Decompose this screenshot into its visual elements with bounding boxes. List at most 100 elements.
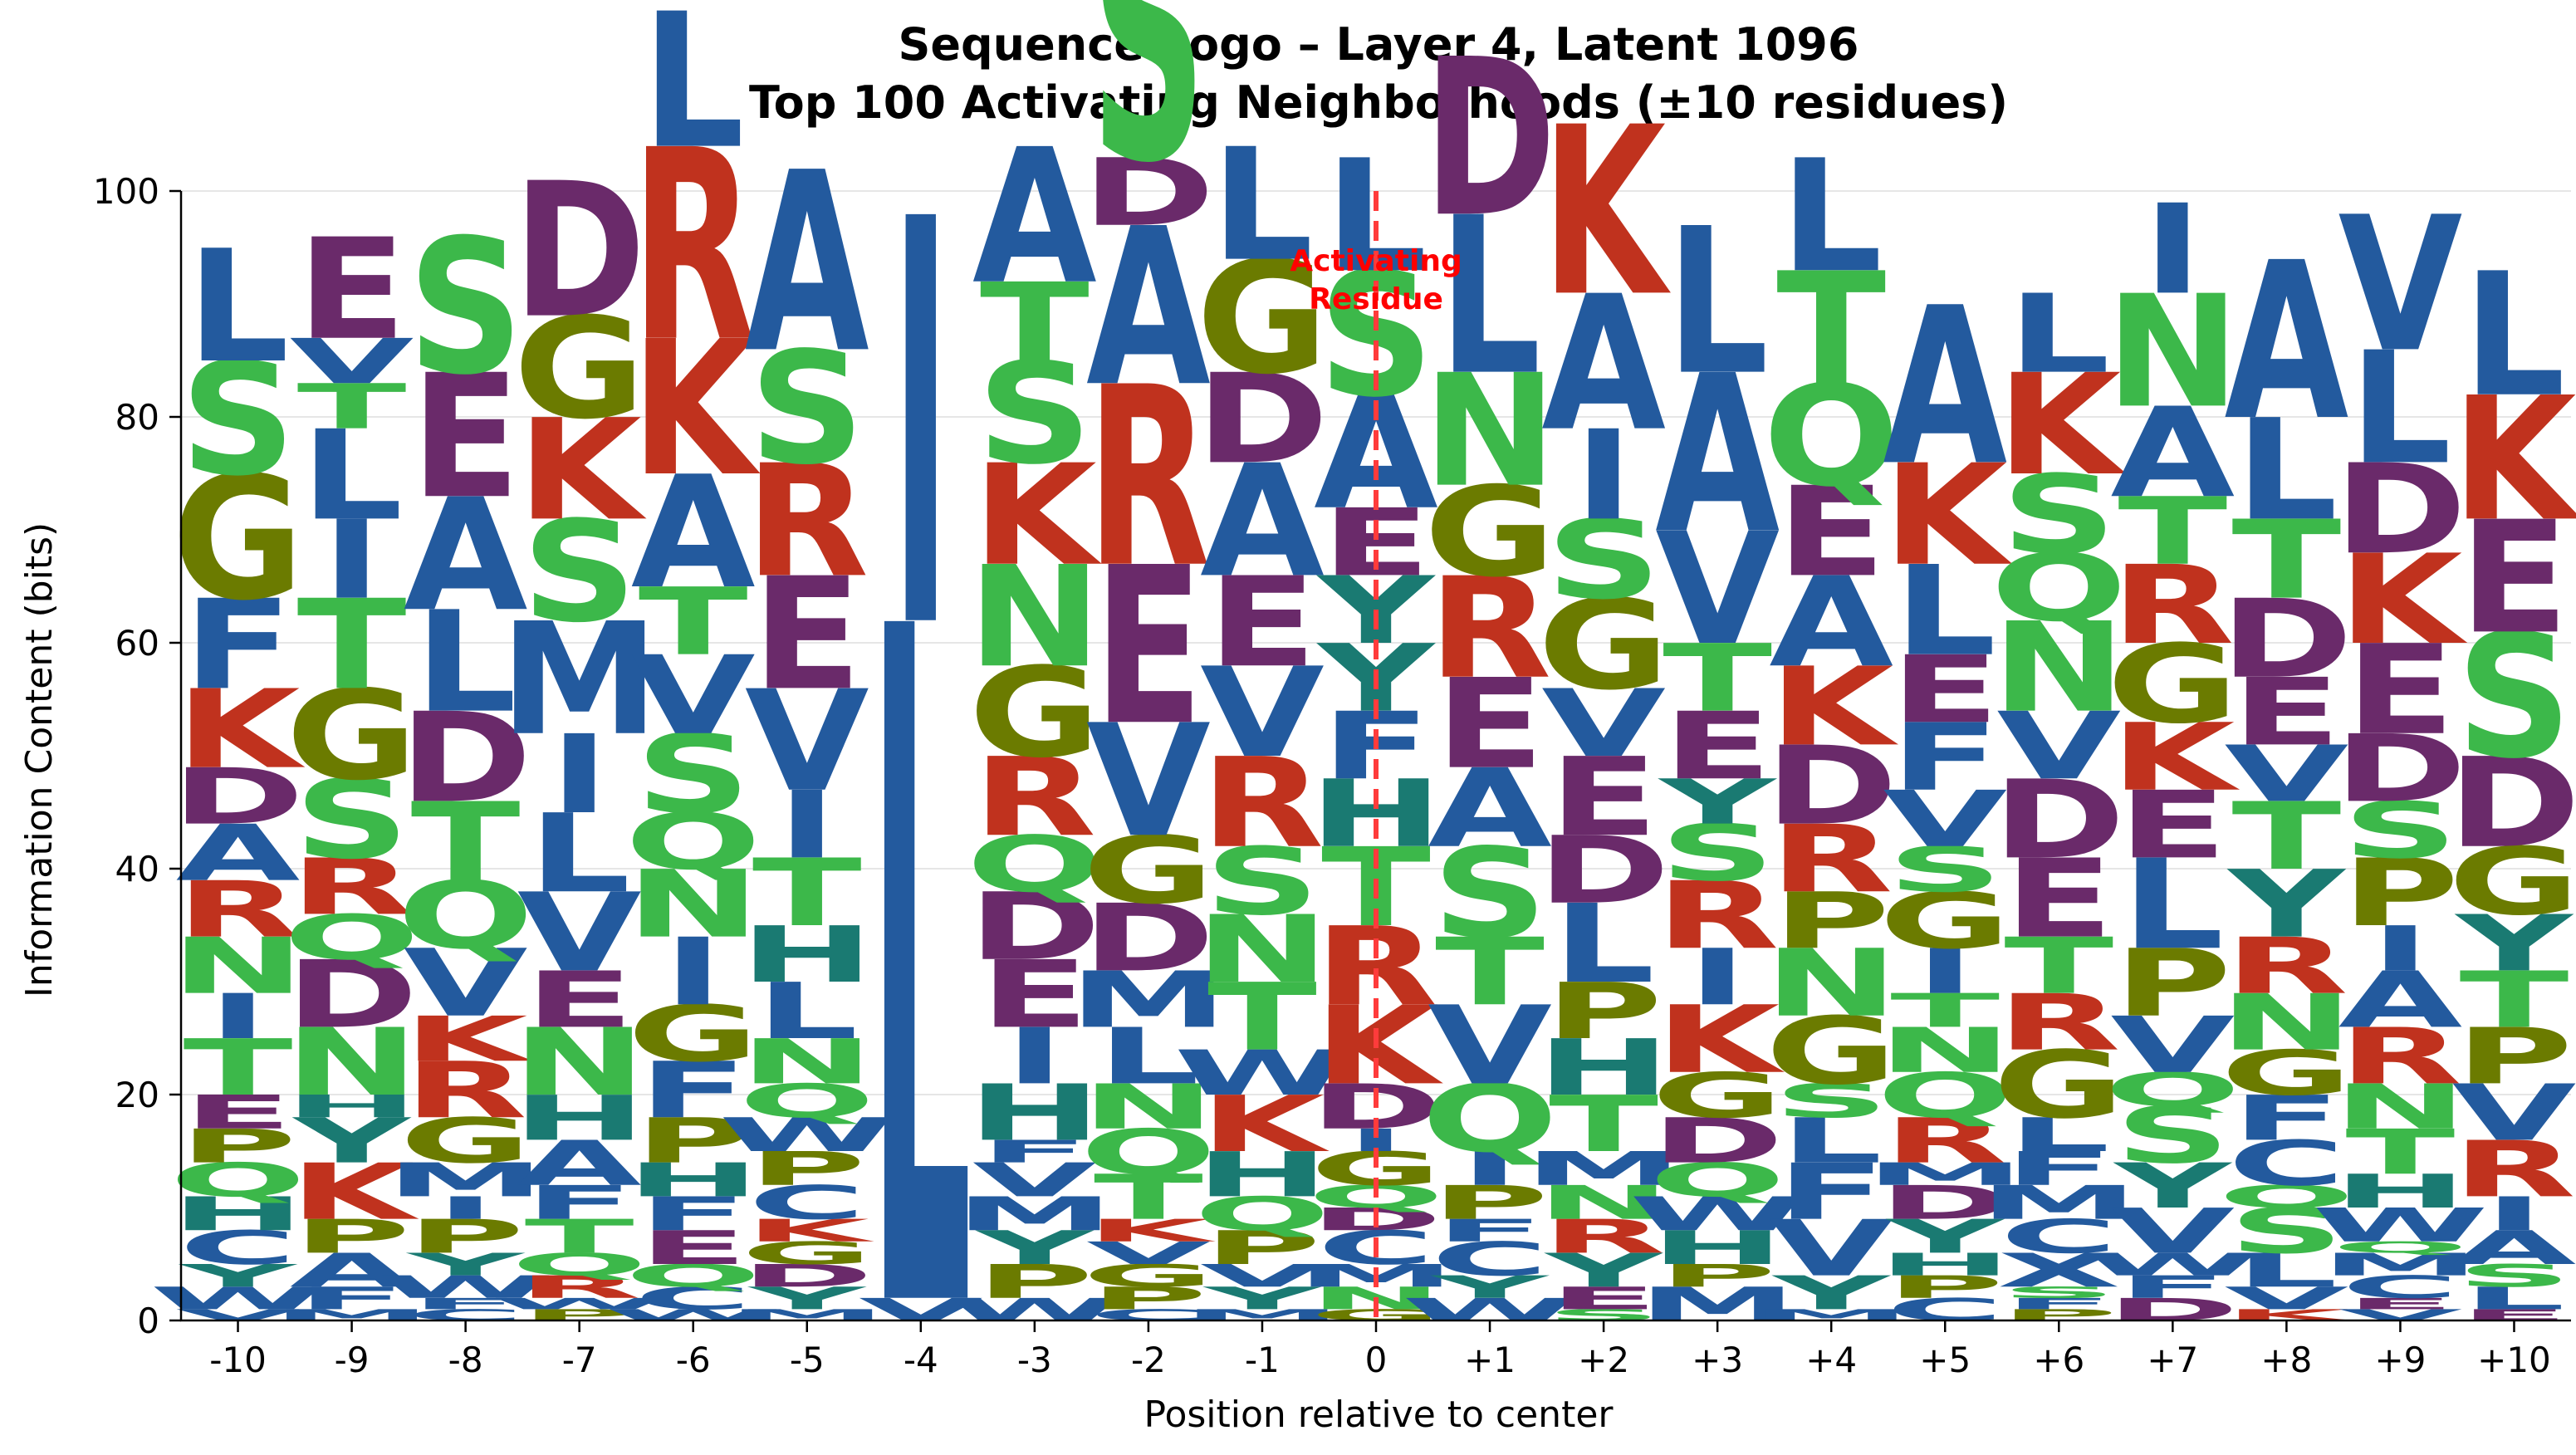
logo-letter-Q: Q [967, 820, 1103, 910]
logo-letter-A: A [517, 1128, 642, 1200]
logo-letter-G: G [513, 287, 645, 449]
y-axis-label: Information Content (bits) [18, 522, 61, 997]
logo-letter-Y: Y [747, 1281, 868, 1316]
logo-letter-G: G [2448, 828, 2576, 936]
logo-letter-M: M [1979, 1176, 2139, 1230]
logo-letter-H: H [2333, 1164, 2467, 1218]
logo-letter-G: G [627, 989, 759, 1080]
logo-letter-L: L [1438, 172, 1540, 424]
logo-letter-L: L [1780, 1105, 1883, 1177]
logo-letter-R: R [1656, 862, 1780, 970]
x-tick-label: +6 [2033, 1340, 2084, 1380]
logo-letter-S: S [2343, 786, 2458, 876]
logo-letter-E: E [2118, 772, 2227, 879]
logo-letter-A: A [745, 120, 869, 408]
logo-letter-L: L [2463, 1281, 2565, 1316]
logo-letter-G: G [1424, 460, 1556, 604]
x-tick-label: +1 [1464, 1340, 1516, 1380]
logo-letter-V: V [1200, 1258, 1325, 1294]
logo-letter-P: P [1886, 1269, 2004, 1305]
logo-letter-I: I [1460, 1142, 1520, 1196]
logo-letter-L: L [1666, 185, 1768, 419]
y-tick-label: 40 [115, 849, 159, 889]
logo-letter-G: G [1652, 1060, 1784, 1132]
logo-stacks: VWYCHQPETINRADKFGSLMFAPKYHNDQRSGTILTVECF… [149, 0, 2576, 1455]
logo-letter-I: I [436, 1190, 496, 1226]
logo-letter-D: D [1651, 1105, 1785, 1177]
logo-letter-D: D [1082, 140, 1216, 247]
logo-letter-G: G [1082, 1258, 1214, 1294]
logo-letter-V: V [1428, 982, 1552, 1109]
logo-letter-N: N [512, 1009, 647, 1117]
logo-letter-A: A [176, 808, 301, 899]
logo-letter-Q: Q [397, 862, 533, 970]
logo-letter-P: P [634, 1105, 752, 1177]
logo-letter-F: F [183, 573, 292, 717]
logo-letter-A: A [1086, 183, 1211, 434]
logo-letter-P: P [407, 1210, 525, 1264]
logo-letter-L: L [2122, 833, 2224, 977]
logo-letter-V: V [1655, 499, 1780, 679]
logo-letter-Q: Q [1763, 355, 1899, 517]
logo-letter-S: S [2001, 452, 2117, 578]
logo-letter-E: E [639, 1221, 748, 1275]
logo-letter-Y: Y [1884, 1210, 2005, 1264]
logo-letter-E: E [1207, 551, 1317, 694]
logo-letter-R: R [1883, 1105, 2007, 1177]
logo-letter-E: E [1549, 734, 1658, 860]
logo-letter-T: T [1435, 919, 1545, 1026]
logo-letter-I: I [1687, 933, 1747, 1023]
logo-letter-Q: Q [1194, 1187, 1330, 1241]
logo-letter-L: L [756, 966, 858, 1056]
logo-letter-D: D [1537, 817, 1671, 925]
logo-letter-G: G [1083, 817, 1215, 925]
logo-letter-V: V [972, 1154, 1097, 1208]
logo-letter-G: G [1538, 573, 1670, 717]
x-tick-label: +3 [1692, 1340, 1743, 1380]
logo-letter-F: F [639, 1187, 748, 1241]
logo-letter-A: A [2110, 381, 2235, 525]
logo-letter-Q: Q [1991, 535, 2127, 643]
logo-letter-S: S [1545, 497, 1661, 624]
logo-letter-L: L [2008, 272, 2110, 398]
logo-letter-V: V [2338, 178, 2463, 394]
logo-letter-K: K [1314, 982, 1443, 1109]
logo-letter-K: K [1541, 77, 1671, 348]
logo-letter-N: N [1423, 341, 1557, 522]
logo-letter-G: G [741, 1236, 873, 1271]
logo-letter-Y: Y [974, 1221, 1095, 1275]
logo-letter-K: K [2452, 360, 2576, 559]
logo-letter-D: D [740, 1258, 874, 1294]
logo-letter-F: F [525, 1176, 634, 1230]
logo-letter-I: I [664, 919, 723, 1026]
logo-letter-Q: Q [511, 1247, 647, 1282]
logo-letter-G: G [2107, 621, 2239, 747]
logo-letter-V: V [2225, 1281, 2349, 1316]
logo-letter-T: T [1094, 1161, 1203, 1233]
x-tick-label: -10 [209, 1340, 267, 1380]
logo-letter-C: C [179, 1221, 297, 1275]
logo-letter-T: T [1207, 963, 1317, 1071]
logo-letter-F: F [2231, 1082, 2341, 1154]
logo-letter-T: T [184, 1022, 293, 1113]
logo-letter-Q: Q [2332, 1238, 2468, 1257]
logo-letter-V: V [2225, 729, 2349, 820]
logo-letter-Y: Y [178, 1258, 299, 1294]
logo-letter-L: L [1552, 881, 1654, 1007]
logo-letter-L: L [2349, 319, 2451, 499]
logo-letter-A: A [631, 443, 756, 623]
logo-letter-N: N [1536, 1176, 1671, 1230]
logo-letter-Y: Y [1429, 1269, 1550, 1305]
logo-letter-I: I [2370, 913, 2430, 985]
logo-letter-L: L [1894, 540, 1996, 683]
logo-letter-E: E [1890, 636, 2000, 744]
x-tick-label: -7 [562, 1340, 597, 1380]
logo-letter-L: L [1211, 115, 1313, 296]
logo-letter-M: M [2320, 1247, 2481, 1282]
x-tick-label: +5 [1919, 1340, 1971, 1380]
logo-letter-I: I [2143, 178, 2202, 321]
logo-letter-W: W [149, 1281, 326, 1316]
logo-letter-H: H [626, 1154, 761, 1208]
logo-letter-P: P [293, 1210, 411, 1264]
logo-letter-T: T [1890, 984, 2000, 1038]
